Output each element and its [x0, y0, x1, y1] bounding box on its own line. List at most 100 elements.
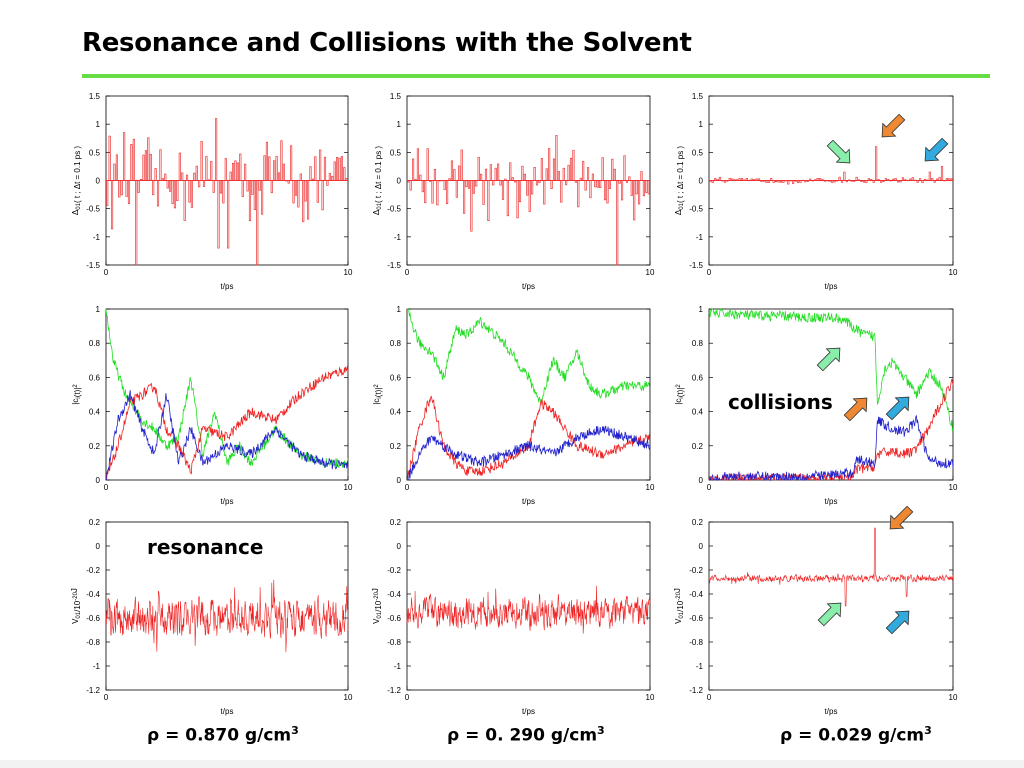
delta-bar	[210, 161, 213, 181]
delta-bar	[195, 165, 198, 181]
delta-bar	[251, 180, 254, 195]
delta-bar	[867, 178, 870, 181]
plot-frame	[105, 308, 349, 481]
delta-bar	[723, 180, 726, 183]
delta-bar	[123, 132, 126, 181]
delta-bar	[765, 180, 768, 183]
y-tick-label: 0.2	[390, 442, 402, 451]
delta-bar	[438, 180, 441, 182]
delta-bar	[528, 180, 531, 212]
y-tick-label: 0.5	[390, 148, 402, 157]
delta-bar	[811, 180, 814, 182]
delta-bar	[161, 178, 164, 181]
delta-bar	[948, 178, 951, 181]
delta-bar	[879, 180, 883, 183]
orange-arrow-icon	[889, 505, 914, 530]
delta-bar	[911, 177, 914, 181]
delta-bar	[753, 179, 756, 181]
x-axis-label: t/ps	[825, 707, 838, 716]
y-tick-label: 1.5	[692, 92, 704, 101]
delta-bar	[792, 180, 795, 184]
delta-bar	[487, 180, 490, 221]
y-tick-label: -1.2	[86, 686, 100, 695]
delta-bar	[431, 180, 434, 204]
y-tick-label: 0	[397, 476, 402, 485]
y-tick-label: 0	[699, 177, 704, 186]
y-tick-label: 0.2	[390, 518, 402, 527]
delta-bar	[499, 180, 502, 186]
delta-bar	[477, 156, 480, 181]
delta-bar	[345, 178, 348, 181]
delta-bar	[475, 180, 478, 187]
delta-bar	[285, 180, 288, 182]
population-series-1	[406, 395, 651, 481]
y-tick-label: 0	[96, 542, 101, 551]
delta-bar	[526, 180, 529, 196]
chart-population-2: 00.20.40.60.810 10t/ps|ci(t)|2	[674, 305, 958, 506]
arrow-shape	[924, 137, 949, 162]
chart-delta-1: -1.5 -1 -0.5 0 0.5 1 1.5 0 10 t/ps Δ01( t ; Δt = 0…	[372, 92, 655, 291]
x-axis-label: t/ps	[522, 707, 535, 716]
y-tick-label: -0.6	[689, 614, 703, 623]
delta-bar	[848, 179, 851, 181]
x-tick-label: 10	[646, 268, 655, 277]
delta-bar	[321, 180, 324, 211]
delta-bar	[149, 153, 152, 181]
delta-bar	[236, 162, 239, 181]
delta-bar	[640, 171, 643, 181]
delta-bar	[731, 178, 734, 181]
delta-bar	[550, 180, 553, 189]
y-tick-label: -0.6	[86, 614, 100, 623]
delta-bar	[412, 158, 415, 181]
y-tick-label: 0	[699, 476, 704, 485]
delta-bar	[845, 180, 848, 183]
delta-bar	[343, 167, 346, 181]
delta-bar	[623, 155, 626, 181]
delta-bar	[338, 157, 341, 181]
delta-bar	[716, 178, 719, 181]
delta-bar	[137, 180, 140, 193]
x-tick-label: 10	[344, 483, 353, 492]
delta-bar	[178, 152, 181, 181]
delta-bar	[433, 169, 437, 181]
y-tick-label: -0.5	[689, 205, 703, 214]
coupling-trace	[105, 579, 349, 653]
arrow-shape	[817, 602, 842, 627]
chart-population-1: 00.20.40.60.810 10t/ps|ci(t)|2	[372, 305, 655, 506]
y-tick-label: -1	[394, 662, 402, 671]
delta-bar	[521, 165, 524, 181]
y-tick-label: 0.2	[89, 518, 101, 527]
chart-coupling-1: -1.2 -1 -0.8 -0.6 -0.4 -0.2 0 0.2 0 10 t/ps V01/10-…	[371, 518, 655, 716]
arrow-shape	[826, 139, 851, 164]
delta-bar	[531, 180, 534, 195]
y-tick-label: -1	[93, 233, 101, 242]
delta-bar	[258, 180, 261, 191]
delta-bar	[516, 180, 519, 219]
delta-bar	[814, 179, 817, 181]
plot-frame	[105, 521, 349, 691]
population-series-0	[708, 307, 954, 432]
delta-bar	[482, 180, 485, 205]
delta-bar	[436, 180, 439, 206]
delta-bar	[897, 180, 900, 183]
delta-bar	[443, 180, 446, 190]
delta-bar	[933, 180, 936, 183]
delta-bar	[115, 154, 118, 181]
delta-bar	[514, 180, 517, 183]
delta-bar	[620, 180, 624, 201]
y-tick-label: -1.2	[387, 686, 401, 695]
delta-bar	[711, 180, 714, 184]
y-tick-label: 0.8	[89, 339, 101, 348]
delta-bar	[582, 160, 585, 181]
x-axis-label: t/ps	[825, 282, 838, 291]
delta-bar	[328, 173, 331, 181]
x-tick-label: 0	[104, 268, 109, 277]
delta-bar	[921, 180, 924, 184]
delta-bar	[501, 180, 505, 200]
delta-bar	[340, 156, 344, 181]
coupling-trace	[406, 585, 651, 634]
delta-bar	[489, 164, 492, 181]
y-tick-label: 1	[699, 120, 704, 129]
delta-bar	[843, 171, 846, 181]
